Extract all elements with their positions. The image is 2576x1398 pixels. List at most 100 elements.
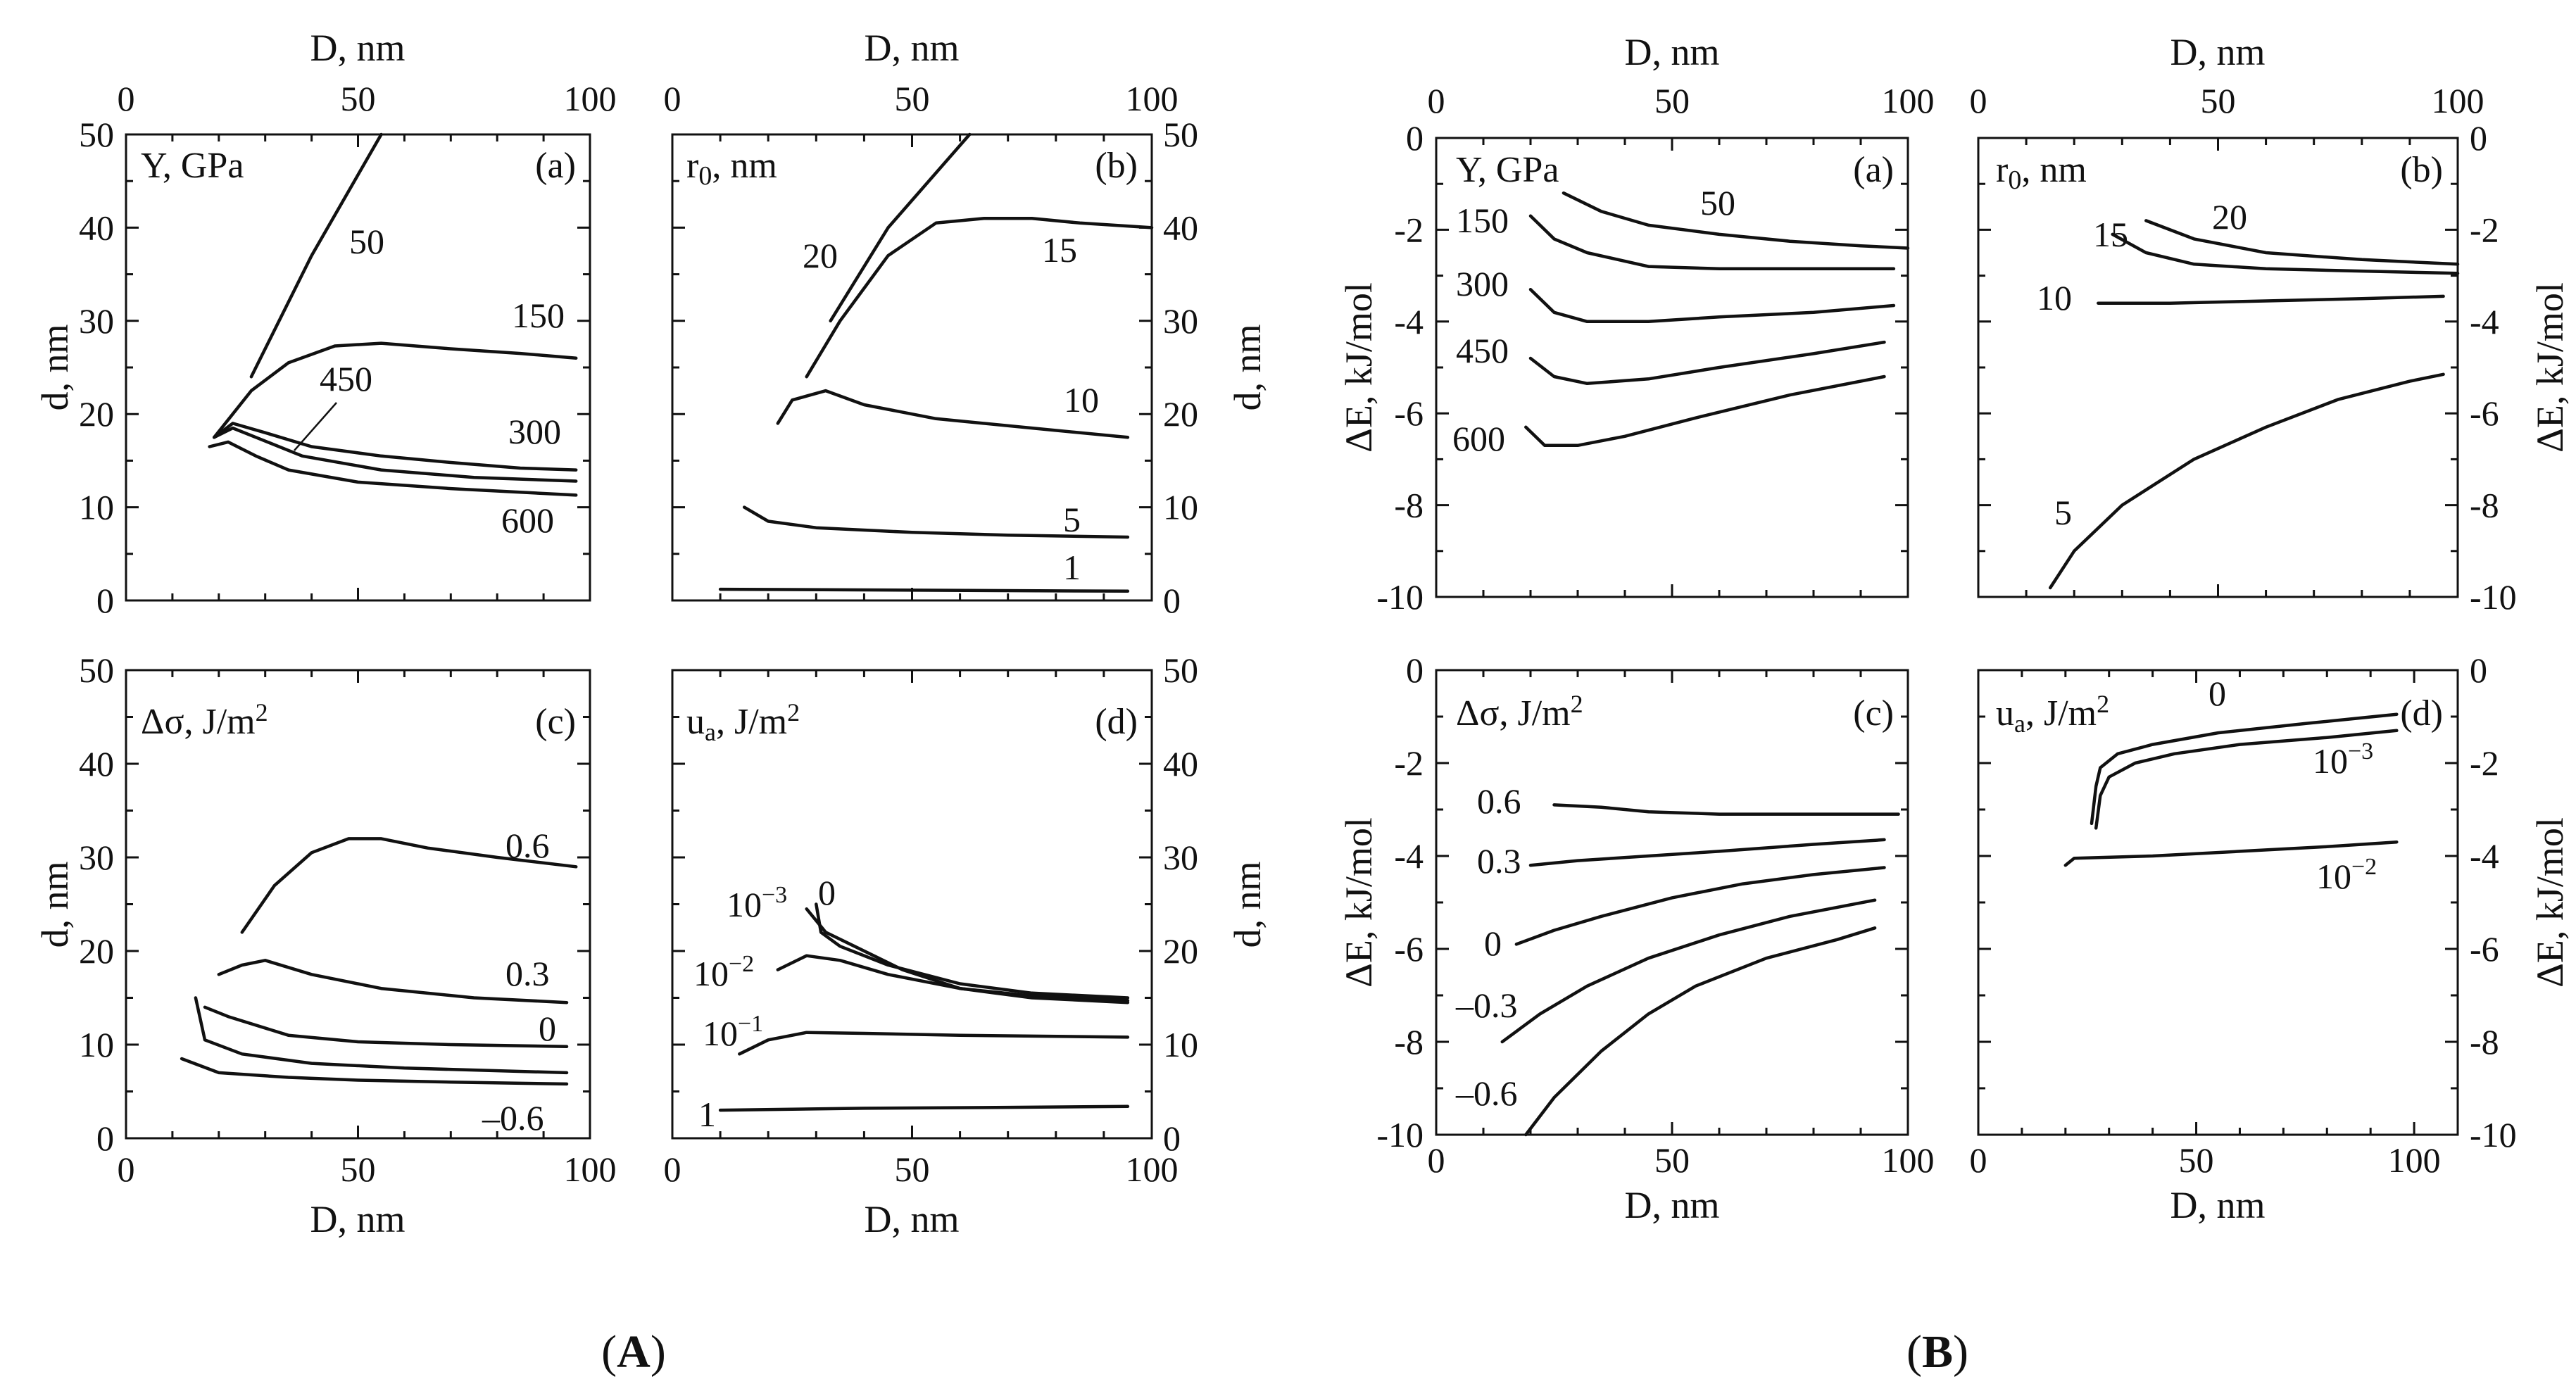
y-tick-label: -4 — [1394, 836, 1424, 876]
x-tick-label: 100 — [1882, 1140, 1935, 1180]
x-tick-label: 0 — [118, 79, 135, 118]
y-tick-label: -2 — [1394, 743, 1424, 783]
tick-marks — [1977, 669, 2459, 1136]
series-label: 5 — [1063, 500, 1081, 539]
panel-letter: (c) — [1853, 693, 1894, 733]
tick-marks — [125, 133, 591, 602]
x-tick-labels: 0 50 100 — [118, 79, 617, 118]
y-axis-label: d, nm — [34, 861, 76, 947]
y-tick-label: -10 — [1376, 577, 1424, 617]
y-tick-label: 20 — [1163, 931, 1198, 971]
x-tick-label: 50 — [1654, 1140, 1690, 1180]
figure-label-left-letter: A — [617, 1326, 651, 1378]
x-tick-label: 0 — [1970, 1140, 1987, 1180]
y-tick-label: -2 — [2470, 210, 2499, 249]
x-axis-label: D, nm — [1625, 31, 1720, 73]
series-line — [194, 996, 569, 1075]
series-line — [1552, 803, 1900, 816]
parameter-label: Y, GPa — [141, 146, 244, 186]
y-tick-label: 30 — [1163, 838, 1198, 877]
series-line — [212, 426, 578, 483]
series-line — [718, 1104, 1130, 1112]
panel-letter: (d) — [1095, 702, 1138, 742]
series-line — [2097, 294, 2445, 305]
series-label: 10 — [1064, 380, 1099, 420]
series-label: 50 — [1700, 183, 1735, 222]
y-tick-label: 20 — [1163, 394, 1198, 434]
plot-frame — [1435, 669, 1909, 1136]
series-lines — [718, 902, 1130, 1112]
y-tick-labels: 0 10 20 30 40 50 — [79, 115, 114, 620]
x-tick-labels: 0 50 100 — [1428, 1140, 1935, 1180]
y-axis-label: d, nm — [34, 324, 76, 410]
x-tick-labels: 0 50 100 — [1428, 81, 1935, 120]
y-tick-label: -6 — [1394, 929, 1424, 969]
y-tick-labels: 0 -2 -4 -6 -8 -10 — [1376, 650, 1424, 1154]
series-label: 0.6 — [505, 826, 550, 865]
series-label: 1 — [1063, 548, 1081, 587]
x-tick-label: 100 — [1126, 79, 1179, 118]
parameter-label: ua, J/m2 — [686, 698, 800, 746]
series-line — [776, 389, 1130, 439]
y-tick-labels: 0 -2 -4 -6 -8 -10 — [2470, 650, 2517, 1154]
panel-B-b: D, nm ΔE, kJ/mol r0, nm (b) 0 50 100 0 -… — [1970, 31, 2572, 617]
parameter-label: r0, nm — [686, 146, 777, 191]
series-label: 10−2 — [2316, 854, 2377, 896]
parameter-label: r0, nm — [1996, 150, 2087, 195]
y-tick-label: -2 — [1394, 210, 1424, 249]
series-label: 0.3 — [505, 954, 550, 993]
y-tick-label: 10 — [1163, 1025, 1198, 1064]
series-label: 15 — [2093, 215, 2128, 254]
y-tick-label: 10 — [79, 488, 114, 527]
parameter-label: Δσ, J/m2 — [141, 698, 268, 742]
x-tick-labels: 0 50 100 — [118, 1150, 617, 1189]
series-line — [2094, 729, 2399, 830]
x-tick-label: 50 — [895, 79, 930, 118]
series-label: 10−3 — [2313, 738, 2373, 781]
x-tick-labels: 0 50 100 — [664, 1150, 1179, 1189]
figure-label-right: (B) — [1906, 1326, 1968, 1378]
series-label: –0.3 — [1455, 985, 1518, 1025]
parameter-label: ua, J/m2 — [1996, 690, 2109, 738]
y-tick-labels: 0 10 20 30 40 50 — [79, 650, 114, 1158]
series-line — [815, 902, 1130, 1000]
series-label: 10−2 — [693, 951, 754, 993]
series-line — [240, 837, 578, 934]
y-tick-label: -4 — [1394, 302, 1424, 341]
y-tick-labels: 0 -2 -4 -6 -8 -10 — [2470, 118, 2517, 617]
y-tick-label: 10 — [79, 1025, 114, 1064]
x-axis-label: D, nm — [2170, 31, 2266, 73]
series-line — [2144, 219, 2460, 266]
x-tick-labels: 0 50 100 — [1970, 81, 2484, 120]
x-axis-label: D, nm — [865, 1198, 960, 1240]
series-line — [1562, 191, 1910, 250]
series-line — [249, 132, 383, 379]
panel-B-c: D, nm ΔE, kJ/mol Δσ, J/m2 (c) 0 50 100 0… — [1338, 650, 1935, 1226]
x-tick-label: 50 — [341, 79, 376, 118]
x-tick-label: 100 — [1882, 81, 1935, 120]
series-label: 450 — [1456, 331, 1509, 370]
y-tick-label: -8 — [2470, 1022, 2499, 1062]
panel-A-d: D, nm d, nm ua, J/m2 (d) 0 50 100 0 10 2… — [664, 650, 1269, 1240]
panel-B-d: D, nm ΔE, kJ/mol ua, J/m2 (d) 0 50 100 0… — [1970, 650, 2572, 1226]
y-tick-label: 40 — [1163, 744, 1198, 783]
series-line — [212, 422, 578, 472]
x-tick-label: 0 — [664, 79, 681, 118]
y-tick-label: -8 — [1394, 1022, 1424, 1062]
series-line — [742, 505, 1130, 539]
y-axis-label: d, nm — [1226, 861, 1269, 947]
series-line — [1524, 926, 1877, 1137]
series-lines — [180, 837, 578, 1086]
series-line — [738, 1031, 1130, 1056]
series-lines — [2063, 712, 2399, 867]
panel-A-b: D, nm d, nm r0, nm (b) 0 50 100 0 10 20 … — [664, 27, 1269, 620]
figure-label-right-letter: B — [1922, 1326, 1953, 1378]
y-axis-label: ΔE, kJ/mol — [2529, 282, 2571, 453]
panel-A-c: D, nm d, nm Δσ, J/m2 (c) 0 50 100 0 10 2… — [34, 650, 617, 1240]
series-line — [212, 341, 578, 439]
panel-letter: (c) — [535, 702, 576, 742]
series-label: 0 — [1484, 924, 1502, 963]
series-label: 10−3 — [727, 882, 787, 924]
y-tick-label: 0 — [96, 1119, 114, 1158]
tick-marks — [1435, 669, 1909, 1136]
